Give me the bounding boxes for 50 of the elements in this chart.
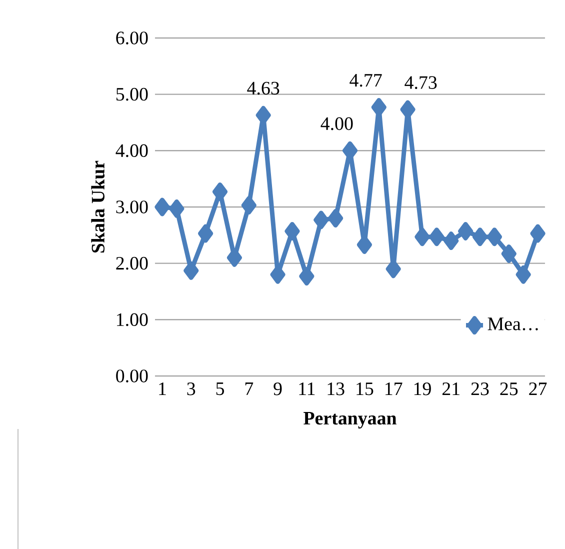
y-tick-label: 5.00 <box>116 88 148 101</box>
point <box>284 222 300 240</box>
point <box>212 182 228 201</box>
data-label: 4.63 <box>247 82 280 94</box>
point <box>516 265 531 284</box>
point <box>314 210 329 230</box>
data-label: 4.00 <box>320 117 353 130</box>
legend-label: Mea… <box>488 317 538 330</box>
point <box>472 227 488 246</box>
point <box>154 198 170 216</box>
x-tick-label: 5 <box>216 382 224 395</box>
x-tick-label: 13 <box>328 382 344 396</box>
data-label: 4.77 <box>350 74 382 87</box>
x-tick-label: 17 <box>386 382 402 395</box>
y-tick-label: 1.00 <box>117 313 148 326</box>
point <box>241 196 256 214</box>
point <box>371 98 386 116</box>
x-tick-label: 7 <box>245 382 254 395</box>
x-tick-label: 11 <box>299 382 315 395</box>
x-tick-label: 1 <box>159 382 166 395</box>
point <box>458 222 474 240</box>
point <box>198 224 214 243</box>
point <box>444 231 459 250</box>
point <box>299 266 314 286</box>
x-axis-title: Pertanyaan <box>304 412 397 428</box>
x-tick-label: 19 <box>414 382 431 396</box>
point <box>256 106 271 124</box>
y-tick-label: 3.00 <box>116 200 148 214</box>
x-tick-label: 9 <box>274 382 282 396</box>
y-tick-label: 6.00 <box>116 31 148 44</box>
y-tick-label: 4.00 <box>116 144 148 157</box>
y-tick-label: 2.00 <box>116 256 148 270</box>
point <box>414 227 430 246</box>
point <box>501 244 516 263</box>
point <box>429 227 444 246</box>
point <box>486 227 502 246</box>
x-tick-label: 27 <box>529 382 547 395</box>
point <box>328 208 344 228</box>
point <box>169 199 184 218</box>
x-tick-label: 15 <box>356 382 374 395</box>
x-tick-label: 21 <box>442 382 460 395</box>
y-tick-label: 0.00 <box>116 369 148 382</box>
x-tick-label: 25 <box>500 382 518 396</box>
point <box>530 224 546 243</box>
y-axis-title: Skala Ukur <box>91 160 105 252</box>
point <box>386 260 401 278</box>
data-label: 4.73 <box>404 76 437 89</box>
point <box>184 261 199 280</box>
x-tick-label: 3 <box>187 382 196 396</box>
x-tick-label: 23 <box>471 382 489 396</box>
